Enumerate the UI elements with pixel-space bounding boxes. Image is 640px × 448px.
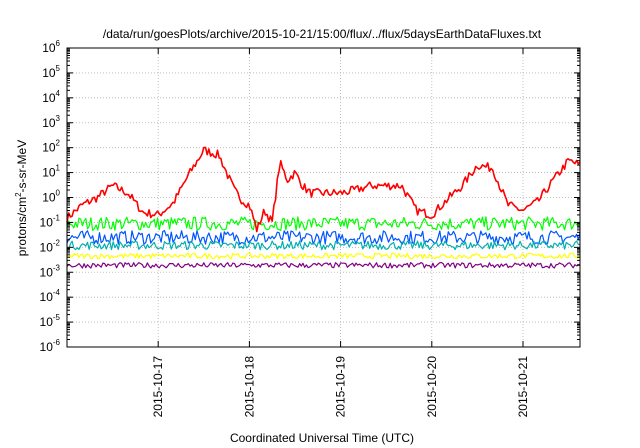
x-axis-label: Coordinated Universal Time (UTC) xyxy=(230,431,414,445)
y-tick-exp: 2 xyxy=(56,139,61,148)
y-tick-label: 103 xyxy=(42,114,60,130)
series-line-1 xyxy=(66,216,581,231)
y-tick-label: 10-3 xyxy=(40,263,61,279)
grid xyxy=(67,48,580,347)
y-tick-label: 106 xyxy=(42,39,60,55)
y-tick-exp: -1 xyxy=(53,213,61,222)
y-tick-base: 10 xyxy=(40,240,54,254)
y-tick-base: 10 xyxy=(40,340,54,354)
y-axis-label-base: protons/cm xyxy=(15,197,29,256)
y-tick-label: 102 xyxy=(42,139,60,155)
y-tick-exp: 3 xyxy=(56,114,61,123)
y-axis-label-sup: 2 xyxy=(14,192,23,197)
y-tick-label: 10-4 xyxy=(40,288,61,304)
y-tick-exp: 1 xyxy=(56,164,61,173)
y-tick-base: 10 xyxy=(42,116,56,130)
series-line-2 xyxy=(66,230,581,245)
x-tick-label: 2015-10-21 xyxy=(516,356,530,418)
y-tick-exp: -5 xyxy=(53,313,61,322)
y-axis-label: protons/cm2-s-sr-MeV xyxy=(14,140,29,256)
y-tick-label: 10-2 xyxy=(40,238,61,254)
y-ticks: 10-610-510-410-310-210-11001011021031041… xyxy=(40,39,580,354)
y-tick-label: 105 xyxy=(42,64,60,80)
x-tick-label: 2015-10-18 xyxy=(242,356,256,418)
x-ticks: 2015-10-17 2015-10-18 2015-10-19 2015-10-20… xyxy=(151,48,530,417)
y-tick-label: 10-1 xyxy=(40,213,61,229)
y-tick-base: 10 xyxy=(42,141,56,155)
y-tick-exp: 0 xyxy=(56,189,61,198)
y-tick-base: 10 xyxy=(40,215,54,229)
y-tick-exp: -2 xyxy=(53,238,61,247)
y-tick-exp: 6 xyxy=(56,39,61,48)
y-tick-exp: -4 xyxy=(53,288,61,297)
series-line-4 xyxy=(66,252,581,260)
x-tick-label: 2015-10-20 xyxy=(425,356,439,418)
x-tick-label: 2015-10-17 xyxy=(151,356,165,418)
y-tick-exp: -6 xyxy=(53,338,61,347)
y-tick-exp: -3 xyxy=(53,263,61,272)
x-tick-label: 2015-10-19 xyxy=(334,356,348,418)
y-tick-base: 10 xyxy=(42,91,56,105)
y-axis-label-rest: -s-sr-MeV xyxy=(15,140,29,193)
series-line-0 xyxy=(66,146,581,233)
y-tick-label: 101 xyxy=(42,164,60,180)
y-tick-label: 104 xyxy=(42,89,60,105)
y-tick-label: 10-6 xyxy=(40,338,61,354)
y-tick-exp: 5 xyxy=(56,64,61,73)
y-tick-base: 10 xyxy=(42,41,56,55)
series-group xyxy=(66,146,581,269)
series-line-3 xyxy=(66,240,581,251)
y-tick-label: 10-5 xyxy=(40,313,61,329)
y-tick-base: 10 xyxy=(40,290,54,304)
chart-title: /data/run/goesPlots/archive/2015-10-21/1… xyxy=(103,27,542,41)
series-line-5 xyxy=(66,262,581,269)
y-tick-exp: 4 xyxy=(56,89,61,98)
y-tick-base: 10 xyxy=(42,66,56,80)
y-tick-base: 10 xyxy=(42,191,56,205)
y-tick-base: 10 xyxy=(40,265,54,279)
y-tick-label: 100 xyxy=(42,189,60,205)
y-tick-base: 10 xyxy=(40,315,54,329)
y-tick-base: 10 xyxy=(42,166,56,180)
plot-frame xyxy=(66,47,581,348)
